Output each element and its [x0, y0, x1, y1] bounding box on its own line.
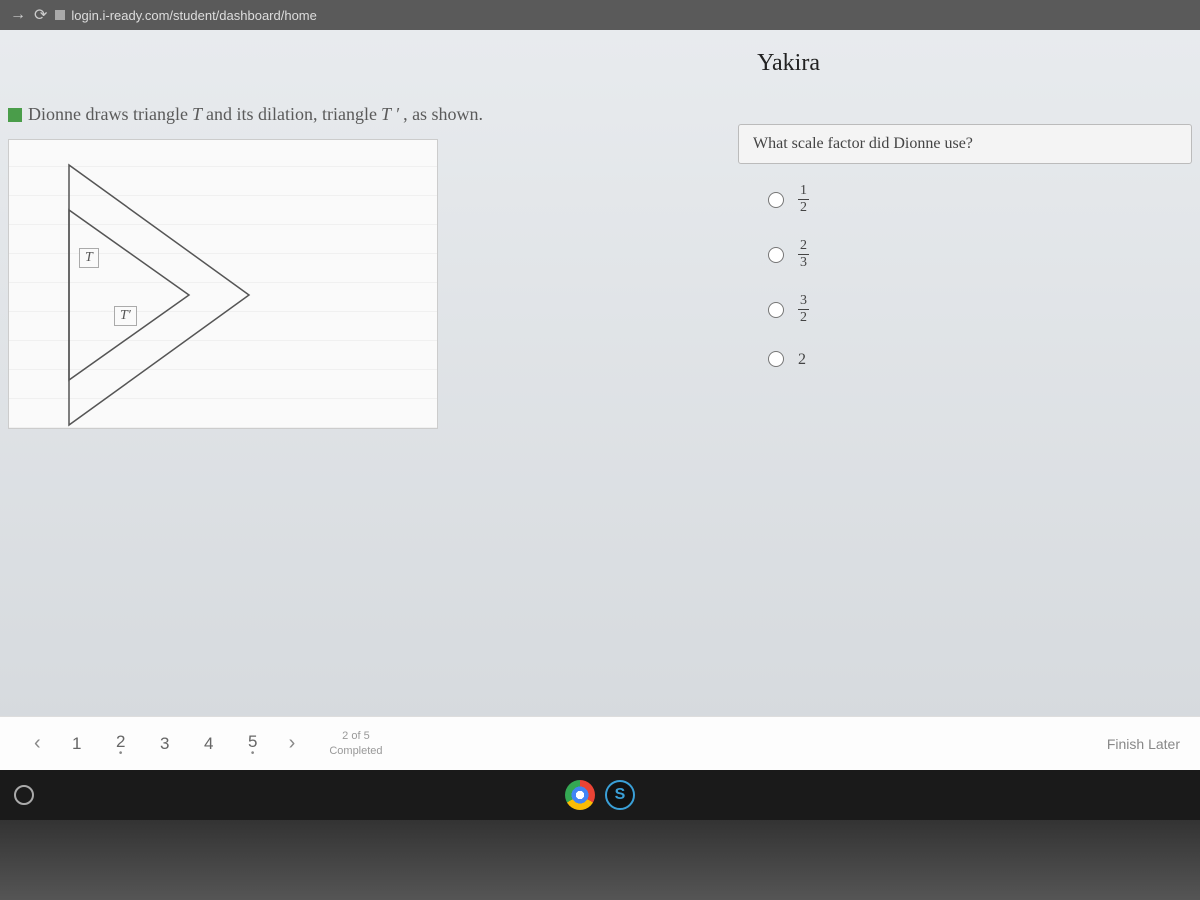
lesson-content: Yakira Dionne draws triangle T and its d…: [0, 30, 1200, 770]
problem-text-3: , as shown.: [403, 104, 483, 125]
option-3[interactable]: 3 2: [768, 294, 1192, 325]
finish-later-button[interactable]: Finish Later: [1107, 736, 1180, 752]
prev-problem-button[interactable]: ‹: [20, 732, 55, 755]
question-prompt: What scale factor did Dionne use?: [738, 124, 1192, 164]
var-Tprime: T ′: [381, 104, 399, 125]
problem-text-2: and its dilation, triangle: [206, 104, 377, 125]
url-text: login.i-ready.com/student/dashboard/home: [71, 8, 316, 23]
header-bar: Yakira: [0, 30, 1200, 96]
var-T: T: [192, 104, 202, 125]
page-2[interactable]: 2: [99, 732, 143, 756]
windows-taskbar: S: [0, 770, 1200, 820]
page-5[interactable]: 5: [231, 732, 275, 756]
progress-indicator: 2 of 5 Completed: [329, 729, 382, 758]
below-screen-area: [0, 820, 1200, 900]
option-1[interactable]: 1 2: [768, 184, 1192, 215]
triangle-inner: [69, 210, 189, 380]
problem-statement: Dionne draws triangle T and its dilation…: [8, 96, 728, 139]
nav-reload-icon[interactable]: ⟳: [34, 5, 47, 25]
problem-marker-icon: [8, 108, 22, 122]
url-area[interactable]: login.i-ready.com/student/dashboard/home: [55, 8, 316, 23]
problem-nav-bar: ‹ 1 2 3 4 5 › 2 of 5 Completed Finish La…: [0, 716, 1200, 770]
radio-icon[interactable]: [768, 302, 784, 318]
option-1-value: 1 2: [798, 184, 809, 215]
progress-label: Completed: [329, 744, 382, 758]
page-3[interactable]: 3: [143, 734, 187, 754]
progress-count: 2 of 5: [329, 729, 382, 743]
site-info-icon[interactable]: [55, 10, 65, 20]
chrome-icon[interactable]: [565, 780, 595, 810]
label-Tprime: T′: [114, 306, 137, 326]
cortana-icon[interactable]: [14, 785, 34, 805]
option-3-value: 3 2: [798, 294, 809, 325]
app-s-icon[interactable]: S: [605, 780, 635, 810]
option-2[interactable]: 2 3: [768, 239, 1192, 270]
problem-text-1: Dionne draws triangle: [28, 104, 188, 125]
triangle-diagram: T T′: [8, 139, 438, 429]
label-T: T: [79, 248, 99, 268]
option-2-value: 2 3: [798, 239, 809, 270]
option-4[interactable]: 2: [768, 349, 1192, 369]
nav-forward-icon[interactable]: →: [10, 6, 26, 24]
radio-icon[interactable]: [768, 351, 784, 367]
answer-options: 1 2 2 3 3 2: [738, 184, 1192, 369]
next-problem-button[interactable]: ›: [275, 732, 310, 755]
page-1[interactable]: 1: [55, 734, 99, 754]
option-4-value: 2: [798, 349, 806, 369]
radio-icon[interactable]: [768, 247, 784, 263]
browser-address-bar: → ⟳ login.i-ready.com/student/dashboard/…: [0, 0, 1200, 30]
radio-icon[interactable]: [768, 192, 784, 208]
page-4[interactable]: 4: [187, 734, 231, 754]
triangle-outer: [69, 165, 249, 425]
student-name: Yakira: [757, 50, 820, 77]
